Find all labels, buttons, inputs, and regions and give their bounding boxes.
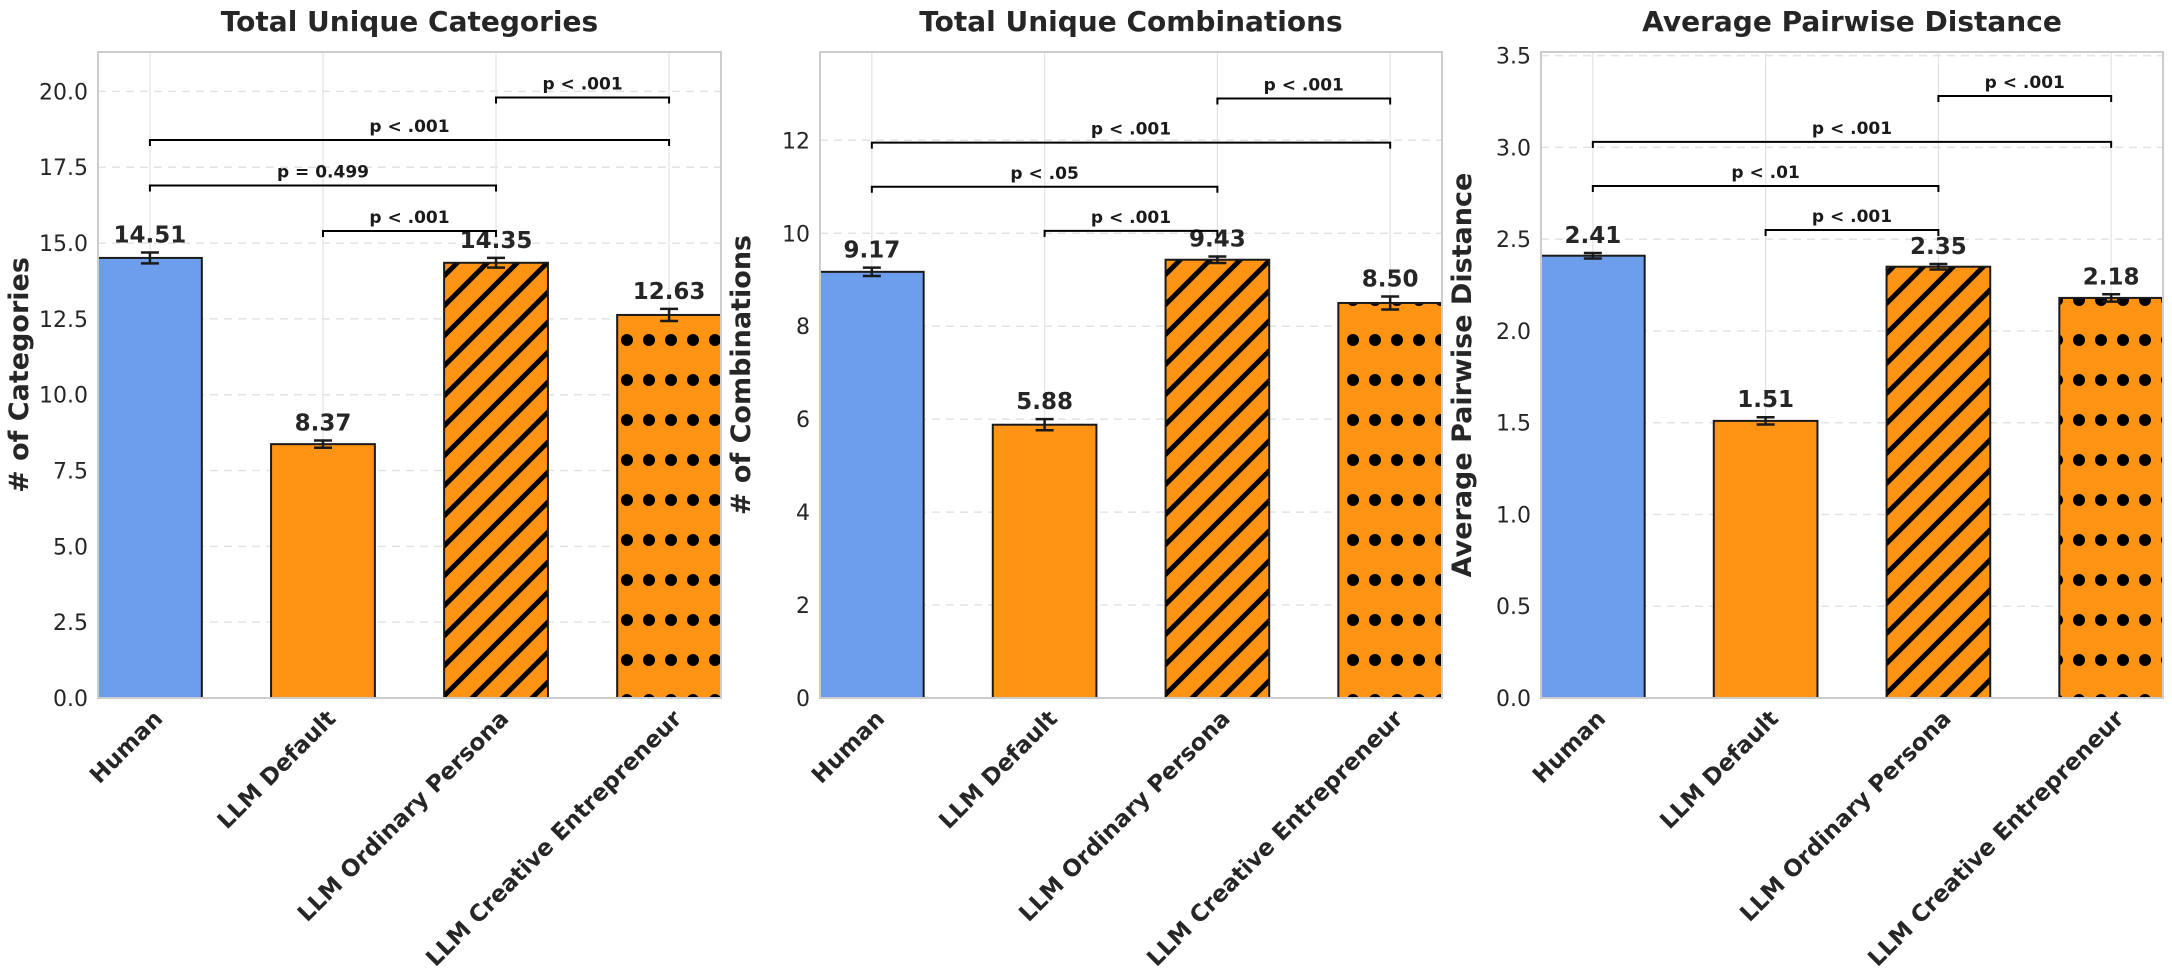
significance-label: p < .001 <box>1812 207 1892 227</box>
significance-bracket <box>1591 140 2113 148</box>
bar-hatch-diagonal <box>1165 259 1270 698</box>
y-tick-label: 10 <box>782 222 810 247</box>
x-tick-label: Human <box>807 706 890 789</box>
value-label: 2.18 <box>2083 264 2140 290</box>
y-tick-label: 2.5 <box>53 611 88 636</box>
y-axis-label: # of Categories <box>4 257 35 493</box>
y-tick-label: 3.5 <box>1496 45 1531 70</box>
significance-label: p < .001 <box>369 208 449 228</box>
value-label: 5.88 <box>1016 389 1073 415</box>
significance-bracket <box>148 138 671 146</box>
y-axis-label: Average Pairwise Distance <box>1447 173 1478 578</box>
y-tick-label: 1.5 <box>1496 412 1531 437</box>
value-label: 8.37 <box>295 411 352 437</box>
value-label: 2.35 <box>1910 234 1967 260</box>
y-tick-label: 4 <box>796 501 810 526</box>
x-tick-label: LLM Default <box>213 706 341 834</box>
value-label: 12.63 <box>633 279 706 305</box>
y-axis-label: # of Combinations <box>726 235 757 515</box>
significance-label: p < .001 <box>1091 208 1171 228</box>
bar-hatch-diagonal <box>444 262 548 698</box>
significance-label: p < .001 <box>1264 75 1344 95</box>
chart-title: Total Unique Combinations <box>919 5 1342 38</box>
y-tick-label: 7.5 <box>53 460 88 485</box>
significance-bracket <box>321 229 498 237</box>
significance-bracket <box>1216 97 1392 105</box>
value-label: 9.17 <box>843 238 900 264</box>
x-tick-label: LLM Default <box>1655 706 1783 834</box>
value-label: 14.51 <box>114 222 187 248</box>
y-tick-label: 2 <box>796 594 810 619</box>
plot-frame <box>1540 51 2164 699</box>
significance-label: p < .001 <box>1985 73 2065 93</box>
chart-title: Total Unique Categories <box>221 5 598 38</box>
bar-2 <box>992 424 1097 698</box>
y-tick-label: 8 <box>796 315 810 340</box>
bar-2 <box>1713 420 1818 698</box>
plot-frame <box>819 51 1443 699</box>
bar-hatch-diagonal <box>1886 266 1991 698</box>
y-tick-label: 12 <box>782 129 810 154</box>
y-tick-label: 0 <box>796 687 810 712</box>
y-tick-label: 17.5 <box>39 156 88 181</box>
y-tick-label: 15.0 <box>39 232 88 257</box>
y-tick-label: 20.0 <box>39 80 88 105</box>
significance-bracket <box>1591 184 1940 192</box>
value-label: 8.50 <box>1362 266 1419 292</box>
y-tick-label: 12.5 <box>39 308 88 333</box>
y-tick-label: 6 <box>796 408 810 433</box>
bar-2 <box>271 444 375 698</box>
chart-3: 2.41 1.51 2.35 2.18 p < .001 p < .01 p < .001 p… <box>1447 5 2164 971</box>
significance-bracket <box>148 184 498 192</box>
bar-hatch-dots <box>617 314 721 698</box>
y-tick-label: 5.0 <box>53 535 88 560</box>
x-tick-label: Human <box>85 706 168 789</box>
significance-label: p < .001 <box>369 117 449 137</box>
y-tick-label: 1.0 <box>1496 503 1531 528</box>
x-tick-label: LLM Default <box>934 706 1062 834</box>
y-tick-label: 0.5 <box>1496 595 1531 620</box>
bar-hatch-dots <box>1338 302 1442 698</box>
plot-frame <box>97 51 722 699</box>
significance-label: p < .001 <box>1812 119 1892 139</box>
y-tick-label: 2.5 <box>1496 228 1531 253</box>
significance-bracket <box>495 96 671 104</box>
significance-label: p < .001 <box>1091 120 1171 140</box>
significance-label: p = 0.499 <box>277 162 369 182</box>
y-tick-label: 10.0 <box>39 384 88 409</box>
significance-label: p < .01 <box>1731 163 1799 183</box>
chart-title: Average Pairwise Distance <box>1642 5 2062 38</box>
y-tick-label: 2.0 <box>1496 320 1531 345</box>
significance-bracket <box>1937 95 2113 103</box>
bar-1 <box>1541 255 1645 699</box>
significance-label: p < .001 <box>542 74 622 94</box>
value-label: 1.51 <box>1737 387 1794 413</box>
bar-1 <box>820 271 924 698</box>
significance-bracket <box>870 141 1392 149</box>
x-tick-label: Human <box>1528 706 1611 789</box>
y-tick-label: 0.0 <box>1496 687 1531 712</box>
bar-hatch-dots <box>2059 297 2163 698</box>
significance-bracket <box>870 185 1219 193</box>
significance-bracket <box>1764 229 1940 237</box>
significance-label: p < .05 <box>1010 164 1078 184</box>
y-tick-label: 0.0 <box>53 687 88 712</box>
bar-1 <box>98 257 202 698</box>
y-tick-label: 3.0 <box>1496 136 1531 161</box>
significance-bracket <box>1043 229 1219 237</box>
value-label: 2.41 <box>1564 223 1621 249</box>
